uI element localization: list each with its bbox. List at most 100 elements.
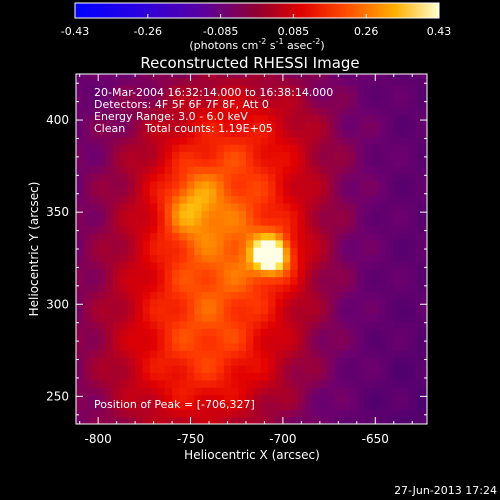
heatmap-cell xyxy=(112,357,121,366)
heatmap-cell xyxy=(186,217,195,226)
heatmap-cell xyxy=(216,357,225,366)
heatmap-cell xyxy=(76,416,84,424)
heatmap-cell xyxy=(179,416,188,424)
heatmap-cell xyxy=(157,342,166,351)
heatmap-cell xyxy=(164,320,173,329)
heatmap-cell xyxy=(83,372,92,381)
heatmap-cell xyxy=(378,416,387,424)
heatmap-cell xyxy=(83,107,92,116)
heatmap-cell xyxy=(334,202,343,211)
heatmap-cell xyxy=(127,151,136,160)
heatmap-cell xyxy=(127,99,136,108)
heatmap-cell xyxy=(253,225,262,234)
heatmap-cell xyxy=(305,92,314,101)
heatmap-cell xyxy=(415,99,424,108)
heatmap-cell xyxy=(371,401,380,410)
heatmap-cell xyxy=(142,188,151,197)
heatmap-cell xyxy=(223,298,232,307)
heatmap-cell xyxy=(282,158,291,167)
x-tick-label: -800 xyxy=(85,432,112,446)
heatmap-cell xyxy=(408,269,417,278)
heatmap-cell xyxy=(349,136,358,145)
heatmap-cell xyxy=(142,328,151,337)
heatmap-cell xyxy=(112,401,121,410)
colorbar-tick-label: 0.085 xyxy=(278,25,310,38)
heatmap-cell xyxy=(253,217,262,226)
heatmap-cell xyxy=(290,166,299,175)
heatmap-cell xyxy=(349,77,358,86)
heatmap-cell xyxy=(393,284,402,292)
heatmap-cell xyxy=(290,365,299,374)
heatmap-cell xyxy=(415,166,424,175)
heatmap-cell xyxy=(305,210,314,219)
heatmap-cell xyxy=(378,335,387,344)
heatmap-cell xyxy=(90,239,99,248)
heatmap-cell xyxy=(253,77,262,86)
heatmap-cell xyxy=(253,232,262,241)
heatmap-cell xyxy=(186,144,195,152)
heatmap-cell xyxy=(127,180,136,189)
heatmap-cell xyxy=(393,387,402,396)
heatmap-cell xyxy=(364,107,373,116)
heatmap-cell xyxy=(275,401,284,410)
heatmap-cell xyxy=(275,313,284,322)
heatmap-cell xyxy=(223,173,232,182)
heatmap-cell xyxy=(105,180,114,189)
heatmap-cell xyxy=(157,247,166,256)
heatmap-cell xyxy=(231,188,240,197)
heatmap-cell xyxy=(334,365,343,374)
heatmap-cell xyxy=(408,92,417,101)
y-tick-label: 400 xyxy=(46,113,69,127)
heatmap-cell xyxy=(282,350,291,359)
heatmap-cell xyxy=(364,261,373,270)
heatmap-cell xyxy=(164,173,173,182)
heatmap-cell xyxy=(253,202,262,211)
heatmap-cell xyxy=(127,92,136,101)
heatmap-cell xyxy=(415,320,424,329)
heatmap-cell xyxy=(201,284,210,292)
heatmap-cell xyxy=(135,85,144,94)
heatmap-cell xyxy=(90,92,99,101)
heatmap-cell xyxy=(327,306,336,315)
heatmap-cell xyxy=(312,335,321,344)
heatmap-cell xyxy=(260,144,269,152)
heatmap-cell xyxy=(223,188,232,197)
heatmap-cell xyxy=(356,144,365,152)
heatmap-cell xyxy=(408,247,417,256)
heatmap-cell xyxy=(305,247,314,256)
heatmap-cell xyxy=(378,357,387,366)
heatmap-cell xyxy=(98,284,107,292)
heatmap-cell xyxy=(319,276,328,285)
heatmap-cell xyxy=(401,225,410,234)
heatmap-cell xyxy=(364,195,373,204)
heatmap-cell xyxy=(231,254,240,263)
heatmap-cell xyxy=(223,416,232,424)
heatmap-cell xyxy=(179,210,188,219)
heatmap-cell xyxy=(127,291,136,300)
heatmap-cell xyxy=(142,129,151,138)
heatmap-cell xyxy=(305,232,314,241)
heatmap-cell xyxy=(223,247,232,256)
heatmap-cell xyxy=(172,247,181,256)
heatmap-cell xyxy=(120,350,129,359)
heatmap-cell xyxy=(238,136,247,145)
heatmap-cell xyxy=(201,387,210,396)
heatmap-cell xyxy=(415,365,424,374)
heatmap-cell xyxy=(408,306,417,315)
heatmap-cell xyxy=(423,313,427,322)
heatmap-cell xyxy=(408,328,417,337)
heatmap-cell xyxy=(223,320,232,329)
heatmap-cell xyxy=(98,92,107,101)
heatmap-cell xyxy=(334,401,343,410)
heatmap-cell xyxy=(305,409,314,418)
heatmap-cell xyxy=(312,394,321,403)
heatmap-cell xyxy=(386,225,395,234)
heatmap-cell xyxy=(209,357,217,366)
heatmap-cell xyxy=(201,180,210,189)
heatmap-cell xyxy=(231,121,240,130)
heatmap-cell xyxy=(186,129,195,138)
heatmap-cell xyxy=(356,92,365,101)
heatmap-cell xyxy=(378,254,387,263)
heatmap-cell xyxy=(216,298,225,307)
heatmap-cell xyxy=(268,409,277,418)
